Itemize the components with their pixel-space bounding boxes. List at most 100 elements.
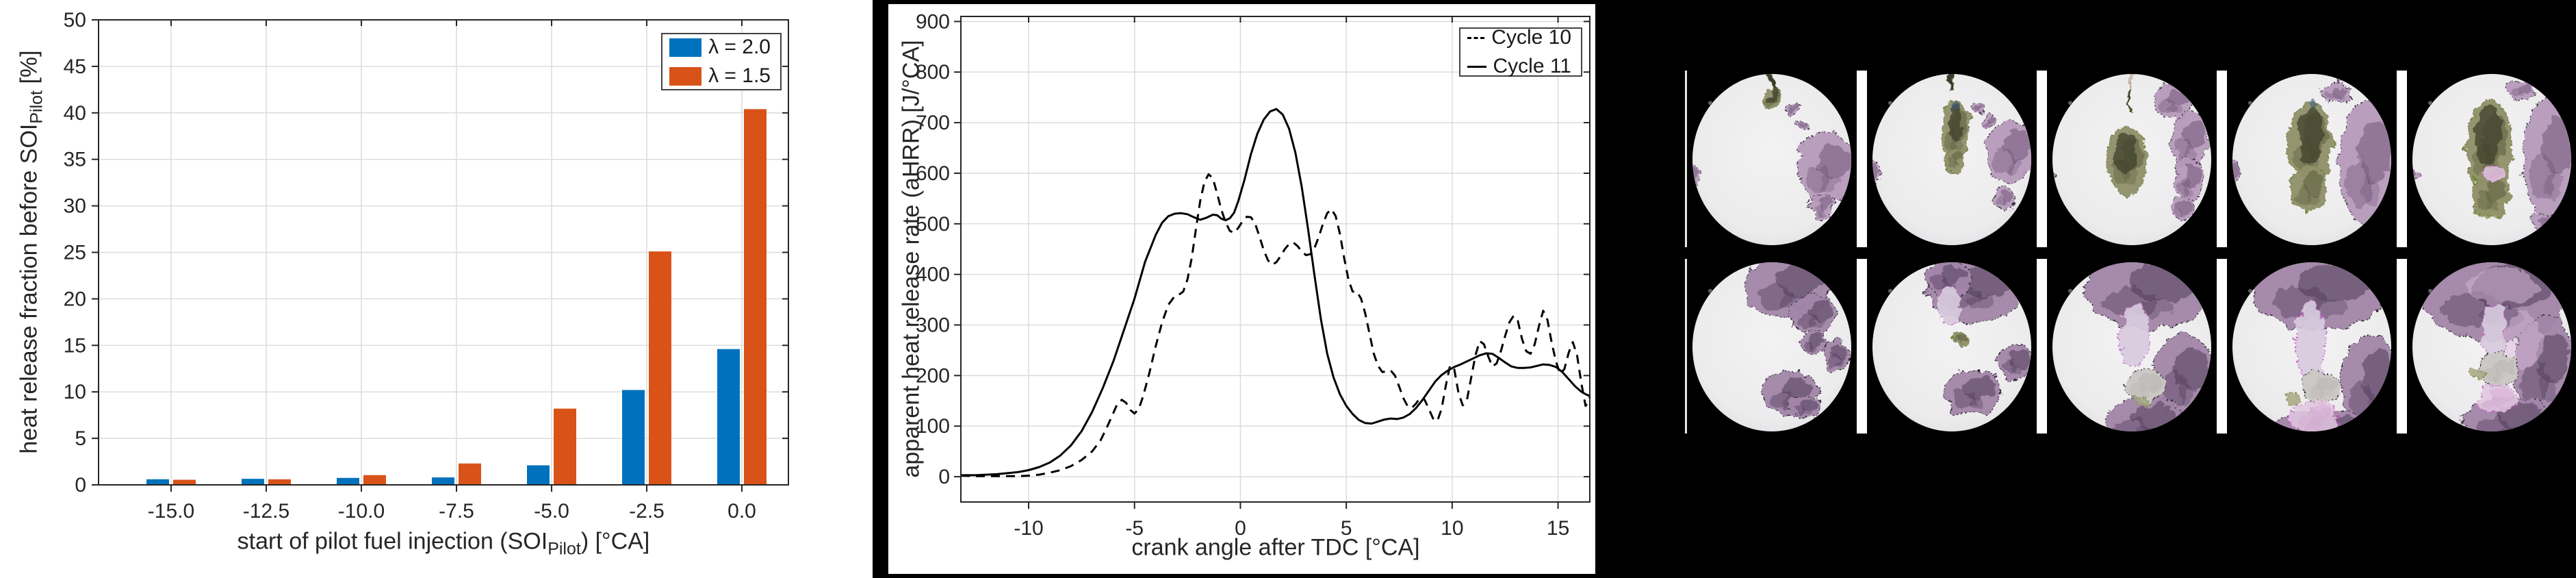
bar	[527, 465, 550, 485]
pale-blob	[2482, 301, 2508, 361]
bar	[459, 463, 481, 485]
series-cycle-11	[961, 108, 1590, 477]
legend-swatch-orange	[669, 66, 702, 86]
pale-blob	[2120, 303, 2150, 368]
bar	[432, 477, 454, 485]
screw-mark	[1708, 288, 1712, 293]
combustion-frame-image	[2047, 259, 2217, 434]
y-tick-label: 900	[916, 10, 950, 33]
y-tick-label: 200	[916, 364, 950, 387]
frame-gap	[2217, 259, 2227, 434]
y-tick-label: 10	[64, 381, 86, 403]
legend-label: λ = 2.0	[708, 36, 771, 58]
bar	[622, 390, 645, 485]
y-tick-label: 40	[64, 102, 86, 125]
y-tick-label: 30	[64, 195, 86, 218]
legend-label: Cycle 10	[1491, 26, 1571, 49]
bar-y-axis-label: heat release fraction before SOIPilot [%…	[16, 50, 47, 454]
x-tick-label: -5	[1125, 517, 1144, 540]
legend-label: λ = 1.5	[708, 64, 771, 87]
combustion-frame-image	[1867, 259, 2037, 434]
y-tick-label: 5	[75, 427, 86, 450]
olive2-blob	[2287, 393, 2301, 405]
legend-item-cycle-11: Cycle 11	[1467, 55, 1571, 78]
legend-item-lambda-2: λ = 2.0	[669, 36, 771, 59]
frame-gap	[2397, 259, 2407, 434]
x-tick-label: -2.5	[629, 500, 665, 523]
combustion-frame-image	[2407, 259, 2576, 434]
line-chart-legend: Cycle 10 Cycle 11	[1459, 26, 1582, 78]
frame-edge-line	[1685, 259, 1687, 434]
bar	[146, 479, 169, 485]
needleFaint-jet	[2127, 74, 2133, 92]
combustion-frame-r1c0	[1687, 259, 1857, 434]
bar	[337, 477, 359, 485]
x-tick-label: -7.5	[439, 500, 474, 523]
y-tick-label: 20	[64, 288, 86, 310]
line-chart-figure-background	[888, 4, 1595, 574]
x-tick-label: 10	[1441, 517, 1463, 540]
line-y-axis-label: apparent heat release rate (aHRR) [J/°CA…	[898, 40, 925, 478]
y-tick-label: 700	[916, 112, 950, 134]
combustion-frame-image	[1687, 259, 1857, 434]
screw-mark	[2068, 288, 2072, 293]
x-tick-label: -15.0	[148, 500, 194, 523]
dashed-line-sample	[1467, 36, 1485, 39]
olive2-blob	[2132, 395, 2151, 406]
bar	[744, 109, 767, 486]
y-tick-label: 100	[916, 415, 950, 438]
needle-jet	[2128, 89, 2132, 112]
combustion-frame-image	[1867, 71, 2037, 247]
bar	[173, 479, 196, 485]
bar	[363, 475, 386, 485]
combustion-frame-r0c1	[1867, 71, 2037, 247]
olive2-blob	[2470, 369, 2482, 381]
screw-mark	[2428, 288, 2432, 293]
legend-item-lambda-15: λ = 1.5	[669, 64, 771, 88]
y-tick-label: 25	[64, 242, 86, 264]
y-tick-label: 15	[64, 334, 86, 357]
legend-label: Cycle 11	[1493, 55, 1572, 77]
blue-blob	[2310, 101, 2319, 112]
combustion-frame-r1c1	[1867, 259, 2037, 434]
oliveCore-blob	[1768, 86, 1775, 102]
y-tick-label: 0	[938, 466, 950, 488]
combustion-frame-image	[1687, 71, 1857, 247]
bar	[242, 479, 264, 485]
frame-gap	[2397, 71, 2407, 247]
oliveCore-blob	[2298, 110, 2323, 163]
pink2-blob	[2503, 313, 2544, 368]
solid-line-sample	[1467, 65, 1486, 68]
y-tick-label: 300	[916, 314, 950, 337]
screw-mark	[2248, 101, 2252, 105]
combustion-frame-image	[2047, 71, 2217, 247]
y-tick-label: 600	[916, 162, 950, 185]
combustion-frame-r1c4	[2407, 259, 2576, 434]
screw-mark	[2068, 101, 2072, 105]
combustion-frame-r0c3	[2227, 71, 2397, 247]
combustion-frame-image	[2227, 259, 2397, 434]
y-tick-label: 800	[916, 61, 950, 84]
screw-mark	[1888, 288, 1892, 293]
screw-mark	[2248, 288, 2252, 293]
bar	[717, 349, 740, 485]
x-tick-label: 15	[1547, 517, 1569, 540]
frame-gap	[2037, 259, 2047, 434]
y-tick-label: 400	[916, 264, 950, 286]
frame-edge-line	[1685, 71, 1687, 247]
y-tick-label: 0	[75, 474, 86, 497]
combustion-frame-r1c2	[2047, 259, 2217, 434]
x-tick-label: -12.5	[243, 500, 289, 523]
x-tick-label: -5.0	[534, 500, 569, 523]
bar-chart-plot: 0 5 10 15 20 25 30 35 40 45 50 -15.0 -12.5 -10.0 -7.5 -…	[64, 9, 789, 523]
combustion-frame-r0c0	[1687, 71, 1857, 247]
line-x-axis-label: crank angle after TDC [°CA]	[1131, 534, 1420, 561]
screw-mark	[2428, 101, 2432, 105]
line-chart-plot: 0 100 200 300 400 500 600 700 800 900 -10 -5 0 5 10 15	[916, 10, 1591, 540]
oliveCore-blob	[1948, 103, 1962, 142]
screw-mark	[1888, 101, 1892, 105]
oliveCore-blob	[2475, 105, 2502, 164]
bar	[554, 408, 576, 485]
pale-blob	[2295, 300, 2326, 381]
